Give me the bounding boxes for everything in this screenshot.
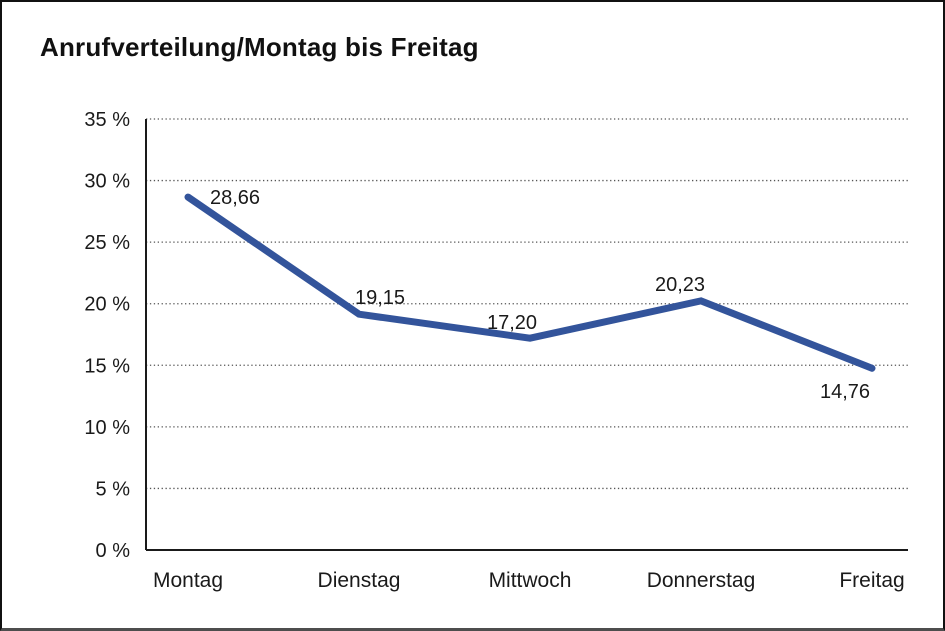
data-point-label: 20,23: [655, 274, 705, 296]
chart-title: Anrufverteilung/Montag bis Freitag: [40, 32, 479, 62]
data-series-line: [184, 193, 876, 372]
x-axis-label: Dienstag: [318, 569, 401, 592]
data-point-label: 14,76: [820, 381, 870, 403]
x-axis-label: Freitag: [839, 569, 904, 592]
x-axis-label: Montag: [153, 569, 223, 592]
y-tick-label: 10 %: [84, 417, 130, 439]
data-point-label: 17,20: [487, 312, 537, 334]
y-tick-label: 30 %: [84, 171, 130, 193]
y-tick-label: 20 %: [84, 294, 130, 316]
data-point-label: 28,66: [210, 187, 260, 209]
x-axis-label: Donnerstag: [647, 569, 756, 592]
y-tick-label: 25 %: [84, 232, 130, 254]
y-tick-label: 35 %: [84, 109, 130, 131]
y-tick-label: 0 %: [96, 540, 131, 562]
y-tick-label: 5 %: [96, 478, 131, 500]
data-point-label: 19,15: [355, 287, 405, 309]
x-axis-label: Mittwoch: [489, 569, 572, 592]
y-tick-label: 15 %: [84, 355, 130, 377]
